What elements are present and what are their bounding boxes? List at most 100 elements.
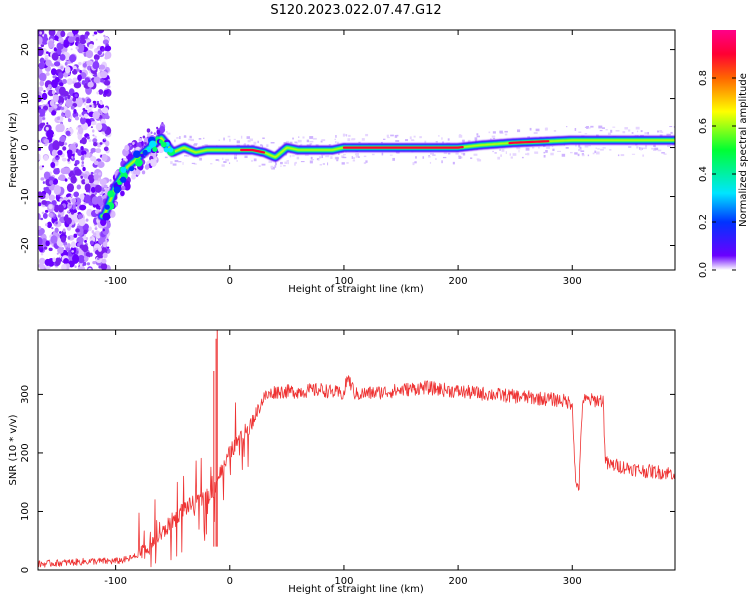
halo-speck bbox=[586, 126, 589, 129]
noise-blob bbox=[101, 153, 108, 162]
halo-speck bbox=[274, 162, 277, 166]
noise-blob bbox=[86, 262, 91, 266]
halo-speck bbox=[617, 154, 620, 157]
halo-speck bbox=[381, 152, 384, 156]
noise-blob bbox=[42, 181, 45, 185]
noise-blob bbox=[64, 96, 68, 101]
noise-blob bbox=[84, 178, 90, 184]
noise-blob bbox=[64, 109, 71, 119]
noise-blob bbox=[38, 62, 45, 70]
noise-blob bbox=[82, 261, 87, 266]
noise-blob bbox=[79, 38, 87, 45]
noise-blob bbox=[60, 107, 65, 111]
halo-speck bbox=[462, 152, 466, 156]
noise-blob bbox=[43, 138, 50, 144]
halo-speck bbox=[579, 146, 582, 150]
noise-blob bbox=[103, 34, 106, 37]
noise-blob bbox=[81, 164, 85, 168]
halo-speck bbox=[628, 129, 631, 132]
halo-speck bbox=[661, 152, 665, 154]
ridge-blob bbox=[149, 140, 157, 148]
halo-speck bbox=[624, 127, 628, 130]
halo-speck bbox=[594, 150, 597, 154]
noise-blob bbox=[78, 217, 86, 227]
noise-blob bbox=[93, 174, 99, 181]
noise-blob bbox=[150, 159, 157, 167]
halo-speck bbox=[535, 128, 540, 132]
halo-speck bbox=[302, 136, 305, 139]
noise-blob bbox=[130, 145, 133, 149]
noise-blob bbox=[79, 69, 82, 74]
spectrogram-y-ticks: -20 -10 0 10 20 bbox=[20, 43, 675, 254]
colorbar-tick-label: 0.8 bbox=[698, 70, 709, 86]
noise-blob bbox=[46, 129, 54, 139]
halo-speck bbox=[615, 130, 620, 132]
halo-speck bbox=[577, 153, 580, 157]
y-tick-label: 100 bbox=[20, 502, 31, 521]
noise-blob bbox=[66, 149, 73, 156]
noise-blob bbox=[74, 168, 82, 176]
halo-speck bbox=[578, 144, 581, 148]
halo-speck bbox=[285, 140, 290, 144]
noise-blob bbox=[92, 138, 98, 143]
halo-speck bbox=[309, 140, 314, 143]
halo-speck bbox=[639, 146, 641, 150]
noise-blob bbox=[59, 198, 63, 202]
noise-blob bbox=[64, 244, 68, 248]
halo-speck bbox=[351, 156, 353, 159]
ridge-blob bbox=[142, 149, 148, 156]
noise-blob bbox=[85, 152, 91, 158]
x-tick-label: 300 bbox=[563, 276, 582, 287]
colorbar-label: Normalized spectral amplitude bbox=[738, 73, 749, 227]
noise-blob bbox=[86, 136, 90, 140]
halo-speck bbox=[183, 135, 187, 138]
halo-speck bbox=[380, 141, 383, 144]
noise-blob bbox=[92, 111, 100, 120]
spectrogram-frame bbox=[37, 29, 676, 271]
halo-speck bbox=[342, 156, 347, 159]
halo-speck bbox=[534, 151, 539, 154]
noise-blob bbox=[97, 161, 105, 168]
halo-speck bbox=[247, 144, 250, 147]
noise-blob bbox=[49, 99, 55, 107]
halo-speck bbox=[504, 130, 508, 133]
noise-blob bbox=[109, 178, 112, 182]
noise-blob bbox=[71, 155, 74, 159]
halo-speck bbox=[365, 133, 369, 137]
ridge-blob bbox=[120, 176, 127, 183]
halo-speck bbox=[189, 135, 192, 139]
halo-speck bbox=[578, 131, 582, 133]
noise-blob bbox=[94, 135, 97, 139]
noise-blob bbox=[64, 178, 68, 182]
halo-speck bbox=[244, 143, 246, 146]
noise-blob bbox=[87, 81, 94, 88]
noise-blob bbox=[96, 102, 100, 106]
noise-blob bbox=[46, 221, 53, 229]
halo-speck bbox=[330, 156, 333, 159]
snr-x-axis-label: Height of straight line (km) bbox=[288, 584, 424, 595]
noise-blob bbox=[87, 174, 95, 184]
noise-blob bbox=[95, 148, 102, 154]
noise-blob bbox=[73, 191, 79, 198]
noise-blob bbox=[92, 100, 97, 104]
noise-blob bbox=[147, 133, 151, 137]
noise-blob bbox=[83, 154, 87, 158]
x-tick-label: 0 bbox=[227, 576, 233, 587]
noise-blob bbox=[68, 204, 71, 207]
noise-blob bbox=[75, 250, 79, 255]
noise-blob bbox=[104, 89, 109, 95]
noise-blob bbox=[52, 94, 59, 103]
halo-speck bbox=[494, 152, 497, 154]
noise-blob bbox=[70, 194, 73, 198]
halo-speck bbox=[651, 147, 654, 150]
noise-blob bbox=[44, 209, 49, 213]
noise-blob bbox=[78, 114, 82, 117]
halo-speck bbox=[389, 154, 393, 156]
halo-speck bbox=[438, 135, 440, 137]
noise-blob bbox=[52, 140, 60, 151]
halo-speck bbox=[271, 166, 275, 170]
halo-speck bbox=[300, 161, 305, 163]
noise-blob bbox=[72, 68, 78, 75]
noise-blob bbox=[77, 214, 83, 220]
halo-speck bbox=[428, 156, 431, 158]
